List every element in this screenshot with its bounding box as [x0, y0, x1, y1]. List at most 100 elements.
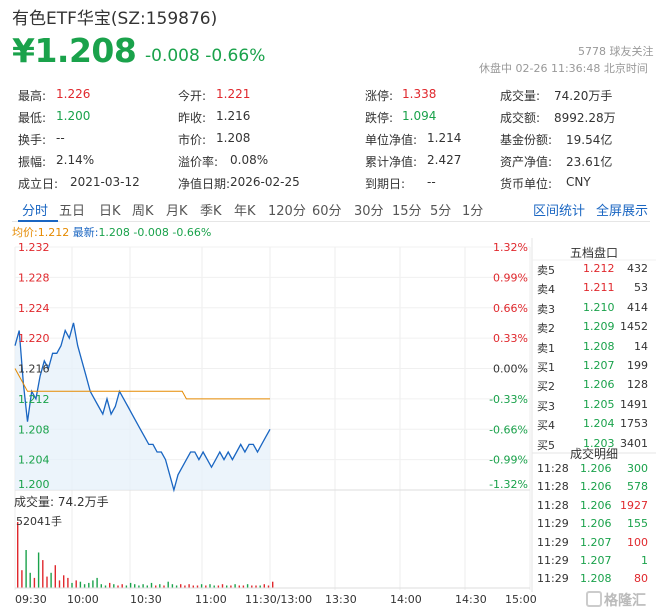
- y-tick-label: 1.216: [18, 363, 50, 376]
- volume-bar: [155, 585, 157, 588]
- volume-bar: [272, 581, 274, 588]
- pct-tick-label: 0.33%: [493, 332, 528, 345]
- chart-period-tabs: 分时 五日 日K 周K 月K 季K 年K 120分 60分 30分 15分 5分 1分 区间统计 全屏展示: [12, 196, 650, 222]
- logo-text: 格隆汇: [604, 593, 646, 609]
- quote-label: 货币单位:: [500, 177, 553, 191]
- quote-value: 1.226: [56, 87, 91, 101]
- volume-bar: [79, 581, 82, 588]
- tab-2[interactable]: 日K: [99, 204, 121, 219]
- pct-tick-label: -0.33%: [489, 393, 528, 406]
- latest-price-label: 最新:: [72, 226, 99, 239]
- tab-3[interactable]: 周K: [132, 204, 154, 219]
- x-tick-label: 13:30: [325, 593, 357, 606]
- volume-bar: [205, 585, 207, 588]
- volume-bar: [75, 580, 77, 588]
- trade-volume: 155: [627, 517, 648, 531]
- volume-bar: [113, 584, 115, 588]
- fullscreen-button[interactable]: 全屏展示: [596, 204, 649, 219]
- price-area: [15, 322, 270, 490]
- volume-bar: [142, 584, 144, 588]
- volume-bar: [125, 585, 128, 588]
- order-side: 卖2: [537, 322, 555, 336]
- price-change: -0.008 -0.66%: [145, 46, 266, 66]
- volume-bar: [226, 585, 228, 588]
- x-tick-label: 09:30: [15, 593, 47, 606]
- volume-bar: [163, 585, 165, 588]
- order-volume: 1491: [620, 397, 648, 411]
- quote-label: 今开:: [178, 89, 207, 103]
- quote-label: 净值日期:: [178, 177, 231, 191]
- order-price: 1.209: [583, 320, 615, 334]
- quote-label: 到期日:: [365, 177, 406, 191]
- quote-value: --: [427, 175, 436, 189]
- quote-value: 23.61亿: [566, 155, 613, 169]
- quote-value: 2026-02-25: [230, 175, 300, 189]
- volume-bar: [196, 585, 199, 588]
- order-price: 1.203: [583, 436, 615, 450]
- y-tick-label: 1.220: [18, 332, 50, 345]
- x-tick-label: 15:00: [505, 593, 537, 606]
- volume-bar: [109, 582, 111, 588]
- pct-tick-label: -0.66%: [489, 423, 528, 436]
- volume-bar: [200, 584, 203, 588]
- range-stats-button[interactable]: 区间统计: [533, 204, 586, 219]
- quote-value: 8992.28万: [554, 111, 616, 125]
- volume-bar: [138, 585, 140, 588]
- volume-bar: [238, 585, 240, 588]
- volume-bar: [21, 570, 23, 588]
- quote-label: 振幅:: [18, 155, 47, 169]
- quote-value: 2.14%: [56, 153, 95, 167]
- order-volume: 128: [627, 378, 648, 392]
- volume-bar: [230, 585, 232, 588]
- trade-time: 11:29: [537, 572, 569, 586]
- latest-price-value: 1.208 -0.008 -0.66%: [98, 226, 212, 239]
- tab-8[interactable]: 60分: [312, 204, 342, 219]
- quote-value: 1.221: [216, 87, 251, 101]
- volume-bar: [37, 552, 40, 588]
- follower-count[interactable]: 5778 球友关注: [578, 45, 654, 58]
- volume-bar: [17, 522, 19, 588]
- quote-label: 涨停:: [365, 89, 394, 103]
- tab-10[interactable]: 15分: [392, 204, 422, 219]
- order-side: 买5: [537, 438, 555, 452]
- pct-tick-label: 1.32%: [493, 241, 528, 254]
- intraday-chart[interactable]: 1.232 1.228 1.224 1.220 1.216 1.212 1.208 1.204…: [0, 236, 656, 615]
- quote-label: 昨收:: [178, 111, 207, 125]
- volume-bar: [263, 584, 265, 588]
- volume-bar: [67, 577, 69, 588]
- pct-tick-label: -1.32%: [489, 478, 528, 491]
- tab-7[interactable]: 120分: [268, 204, 306, 219]
- trade-volume: 300: [627, 462, 648, 475]
- volume-bar: [129, 582, 132, 588]
- logo-mark-icon: [586, 591, 602, 607]
- volume-bar: [42, 560, 44, 588]
- tab-12[interactable]: 1分: [462, 204, 484, 219]
- tab-6[interactable]: 年K: [234, 204, 256, 219]
- order-side: 卖4: [537, 283, 555, 297]
- volume-bar: [217, 585, 220, 588]
- volume-bar: [213, 585, 215, 588]
- quote-value: 74.20万手: [554, 89, 613, 103]
- quote-label: 成交额:: [500, 111, 541, 125]
- volume-bar: [146, 585, 148, 588]
- order-volume: 3401: [620, 436, 648, 450]
- quote-label: 市价:: [178, 133, 207, 147]
- price-line: [14, 322, 271, 493]
- volume-bar: [54, 565, 56, 588]
- volume-bar: [259, 585, 261, 588]
- tab-9[interactable]: 30分: [354, 204, 384, 219]
- trade-time: 11:29: [537, 517, 569, 531]
- tab-0[interactable]: 分时: [22, 204, 49, 219]
- tab-11[interactable]: 5分: [430, 204, 452, 219]
- volume-bar: [33, 577, 36, 588]
- quote-label: 成立日:: [18, 177, 59, 191]
- tab-4[interactable]: 月K: [166, 204, 188, 219]
- order-side: 卖3: [537, 302, 555, 316]
- volume-bar: [121, 584, 123, 588]
- order-side: 买2: [537, 380, 555, 394]
- tab-1[interactable]: 五日: [59, 204, 86, 219]
- tab-5[interactable]: 季K: [200, 204, 222, 219]
- quote-value: 2.427: [427, 153, 462, 167]
- trade-price: 1.206: [580, 498, 612, 512]
- volume-bar: [88, 582, 90, 588]
